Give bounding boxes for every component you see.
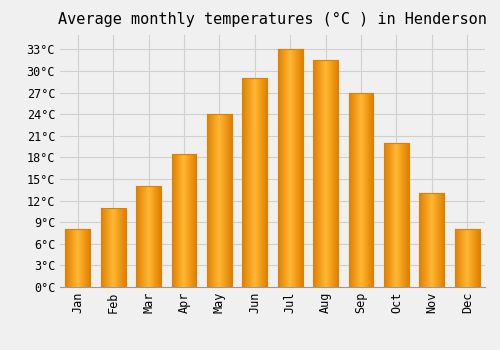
Title: Average monthly temperatures (°C ) in Henderson: Average monthly temperatures (°C ) in He… xyxy=(58,12,487,27)
